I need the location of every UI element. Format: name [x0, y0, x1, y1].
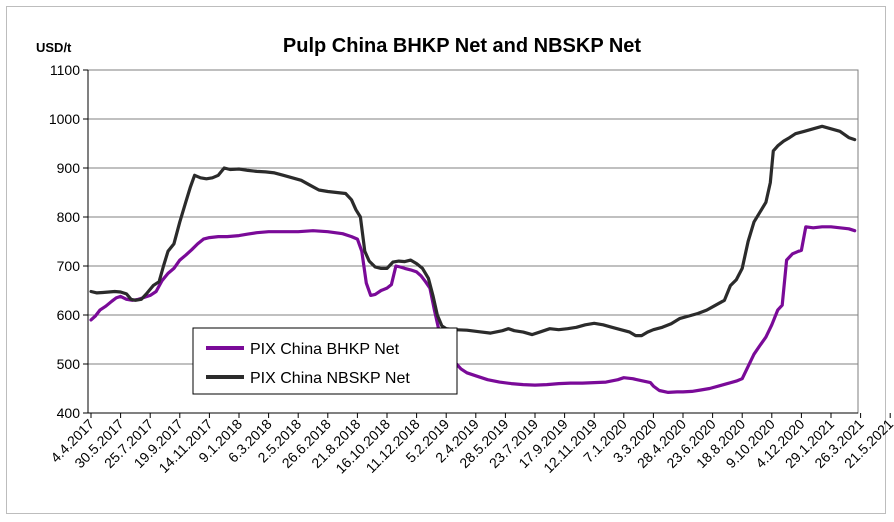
y-tick-label-900: 900	[57, 160, 81, 176]
legend-label-bhkp: PIX China BHKP Net	[250, 341, 400, 358]
y-tick-label-800: 800	[57, 209, 81, 225]
x-axis-ticks: 4.4.201730.5.201725.7.201719.9.201714.11…	[47, 413, 894, 477]
y-tick-label-500: 500	[57, 356, 81, 372]
y-axis-unit-label: USD/t	[36, 40, 72, 55]
y-tick-label-600: 600	[57, 307, 81, 323]
y-tick-label-400: 400	[57, 405, 81, 421]
y-tick-label-1100: 1100	[50, 62, 80, 78]
legend: PIX China BHKP Net PIX China NBSKP Net	[192, 327, 458, 395]
series-line-1	[89, 124, 857, 338]
chart-title: Pulp China BHKP Net and NBSKP Net	[283, 35, 642, 57]
legend-box	[192, 327, 458, 395]
y-tick-label-700: 700	[57, 258, 81, 274]
y-axis-ticks: 400 500 600 700 800 900 1000 1100	[49, 62, 858, 421]
y-tick-label-1000: 1000	[49, 111, 80, 127]
legend-label-nbskp: PIX China NBSKP Net	[250, 370, 410, 387]
